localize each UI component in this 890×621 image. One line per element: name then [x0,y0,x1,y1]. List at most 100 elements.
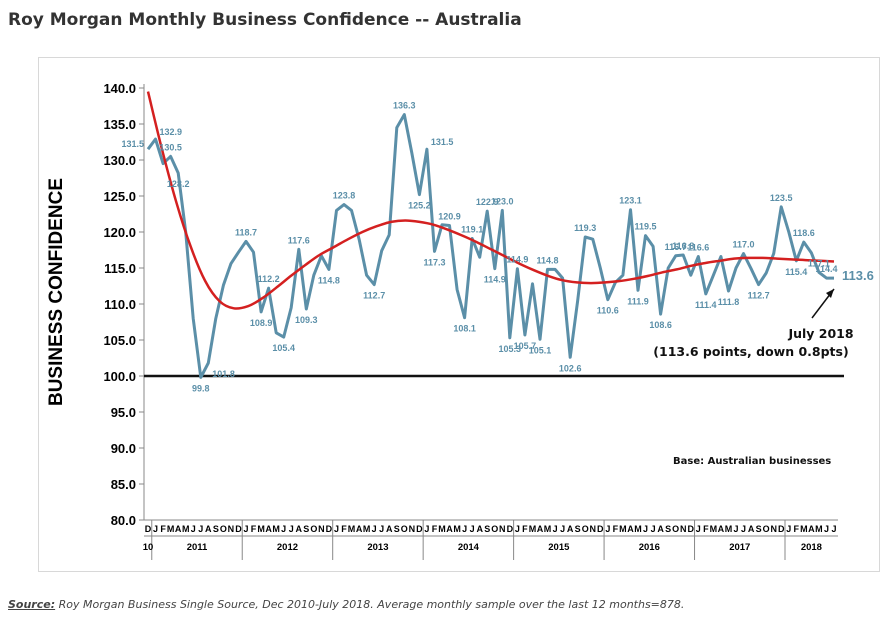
x-month-label: J [553,524,558,534]
x-month-label: M [438,524,446,534]
y-tick-label: 120.0 [103,225,136,240]
x-month-label: A [205,524,212,534]
x-month-label: J [470,524,475,534]
x-month-label: A [296,524,303,534]
data-label: 117.1 [808,258,830,268]
x-month-label: J [786,524,791,534]
x-month-label: M [363,524,371,534]
x-month-label: O [582,524,589,534]
y-tick-label: 80.0 [111,513,136,528]
data-label: 131.5 [121,139,144,149]
source-note: Source: Roy Morgan Business Single Sourc… [8,598,684,611]
x-month-label: J [824,524,829,534]
x-month-label: D [597,524,604,534]
x-month-label: J [281,524,286,534]
x-month-label: D [507,524,514,534]
data-label: 119.5 [634,222,656,232]
x-month-label: M [257,524,265,534]
x-month-label: A [386,524,393,534]
x-month-label: A [175,524,182,534]
data-label: 112.2 [258,274,280,284]
x-month-label: J [424,524,429,534]
x-month-label: J [515,524,520,534]
annotation-date: July 2018 [787,326,853,341]
y-axis-title: BUSINESS CONFIDENCE [46,178,67,406]
data-label: 110.6 [597,306,619,316]
x-month-label: F [341,524,347,534]
x-year-label: 2016 [639,542,660,553]
data-label: 111.9 [627,296,649,306]
data-label: 109.3 [295,315,318,325]
x-month-label: J [651,524,656,534]
x-month-label: J [191,524,196,534]
annotation-arrowhead [826,289,834,298]
y-tick-label: 90.0 [111,441,136,456]
data-label: 117.3 [423,257,445,267]
data-label: 118.7 [235,227,257,237]
x-month-label: M [710,524,718,534]
x-month-label: A [718,524,725,534]
x-month-label: M [167,524,175,534]
data-label: 114.8 [318,275,340,285]
x-month-label: A [476,524,483,534]
y-tick-label: 125.0 [103,189,136,204]
y-tick-label: 130.0 [103,153,136,168]
x-month-label: M [272,524,280,534]
x-month-label: J [560,524,565,534]
x-month-label: D [778,524,785,534]
x-month-label: J [741,524,746,534]
data-label: 111.8 [718,297,740,307]
x-month-label: O [491,524,498,534]
x-year-label: 2015 [548,542,570,553]
x-month-label: D [235,524,242,534]
y-tick-label: 95.0 [111,405,136,420]
data-label: 128.2 [167,179,190,189]
x-month-label: J [243,524,248,534]
data-label: 112.7 [748,291,770,301]
x-month-label: J [379,524,384,534]
data-label: 119.3 [574,223,596,233]
data-label: 105.4 [272,343,295,353]
x-month-label: J [643,524,648,534]
data-label: 122.9 [476,197,499,207]
source-text: Roy Morgan Business Single Source, Dec 2… [55,598,685,611]
x-month-label: D [416,524,423,534]
data-label: 123.5 [770,193,793,203]
x-month-label: N [499,524,506,534]
x-month-label: O [672,524,679,534]
data-label: 131.5 [431,137,454,147]
x-month-label: F [613,524,619,534]
y-tick-label: 115.0 [104,261,136,276]
x-month-label: N [590,524,597,534]
data-label: 123.8 [333,191,356,201]
data-label: 117.0 [732,240,754,250]
data-label: 116.7 [665,242,687,252]
y-tick-label: 140.0 [103,81,136,96]
x-year-label: 2014 [458,542,480,553]
source-label: Source: [8,598,56,611]
data-label: 105.1 [529,345,552,355]
x-month-label: J [334,524,339,534]
chart-frame [38,57,880,572]
x-month-label: S [394,524,400,534]
x-month-label: M [800,524,808,534]
x-month-label: D [326,524,333,534]
data-label: 105.3 [499,344,522,354]
y-tick-label: 105.0 [103,333,136,348]
x-month-label: N [680,524,687,534]
x-month-label: A [627,524,634,534]
y-tick-label: 85.0 [111,477,136,492]
data-label: 118.6 [793,228,815,238]
base-note: Base: Australian businesses [673,456,831,467]
page-title: Roy Morgan Monthly Business Confidence -… [8,10,522,30]
x-month-label: M [529,524,537,534]
y-tick-label: 135.0 [103,117,136,132]
x-month-label: M [453,524,461,534]
data-label: 123.0 [491,196,514,206]
data-label: 120.9 [438,212,461,222]
x-month-label: S [756,524,762,534]
data-label: 130.5 [159,142,182,152]
x-month-label: D [688,524,695,534]
x-month-label: M [182,524,190,534]
